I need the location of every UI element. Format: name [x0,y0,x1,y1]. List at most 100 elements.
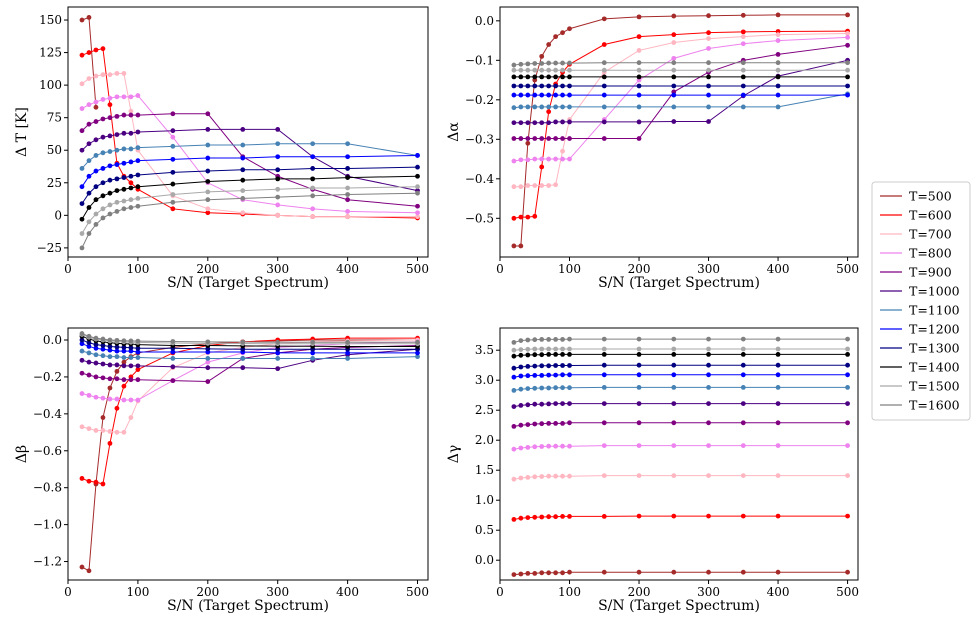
delta-gamma-point-1-8 [567,514,572,519]
delta-t-axes-frame [67,6,429,258]
delta-gamma-point-11-12 [706,336,711,342]
delta-t-point-6-9 [170,143,176,149]
delta-beta-point-8-6 [121,344,127,350]
delta-t-point-8-2 [93,184,99,190]
delta-gamma-xtick-label: 400 [767,585,790,599]
delta-gamma-point-8-13 [740,362,746,368]
delta-t-xtick-label: 500 [406,262,429,276]
delta-alpha-point-11-7 [560,60,565,66]
legend-entry-label: T=500 [909,189,952,204]
delta-beta-point-7-9 [170,349,176,355]
delta-alpha-point-3-12 [706,46,711,51]
delta-beta-point-0-3 [100,415,106,420]
delta-gamma-point-6-8 [567,385,572,391]
delta-t-point-10-3 [100,206,106,212]
delta-alpha-point-7-10 [636,92,642,98]
delta-t-ytick-label: 50 [47,143,62,157]
legend-entry-label: T=600 [909,208,952,223]
delta-alpha-point-8-5 [546,83,552,89]
delta-gamma-point-6-13 [740,385,746,390]
delta-gamma-point-11-1 [518,338,524,343]
delta-beta-point-5-10 [205,365,211,371]
delta-beta-series-line-10 [81,333,418,345]
delta-t-point-10-2 [93,211,99,217]
delta-t-point-9-8 [135,184,141,190]
delta-t-point-9-0 [79,216,85,222]
delta-alpha-point-9-12 [706,74,711,80]
delta-gamma-point-6-4 [539,385,545,391]
delta-beta-ytick-label: −1.0 [33,518,62,532]
delta-t-point-2-1 [86,76,92,82]
delta-gamma-series-line-1 [513,515,848,520]
delta-t-point-6-5 [114,147,120,153]
delta-gamma-point-11-13 [740,336,746,342]
delta-gamma-point-6-14 [775,385,781,390]
delta-t-point-7-4 [107,163,113,169]
delta-gamma-ytick-label: 1.5 [475,463,494,477]
delta-t-point-10-7 [128,197,134,203]
delta-alpha-point-5-5 [546,120,552,126]
delta-beta-ytick-label: −0.6 [33,444,62,458]
legend-entry-label: T=1100 [909,303,960,318]
delta-alpha-point-1-9 [601,42,607,47]
delta-gamma-point-3-7 [560,443,565,449]
delta-gamma-x-axis-label: S/N (Target Spectrum) [598,598,760,614]
delta-gamma-point-10-1 [518,347,524,352]
delta-beta-point-6-13 [310,356,316,361]
delta-gamma-point-9-8 [567,352,572,357]
delta-gamma-point-8-2 [525,364,531,369]
delta-beta-point-11-15 [415,339,420,345]
delta-t-point-8-7 [128,173,134,179]
delta-t-point-3-12 [275,202,281,208]
delta-t-series-line-7 [81,154,418,187]
delta-alpha-point-6-4 [539,104,545,110]
delta-t-point-10-9 [170,192,176,197]
delta-t-point-11-11 [240,196,246,201]
delta-alpha-point-10-3 [532,67,538,73]
delta-t-point-5-8 [135,129,141,135]
delta-alpha-point-7-3 [532,92,538,98]
delta-beta-point-4-0 [79,370,85,376]
delta-gamma-point-9-15 [845,352,850,357]
delta-alpha-point-7-8 [567,92,572,98]
delta-alpha-point-6-5 [546,104,552,110]
delta-t-point-8-11 [240,167,246,173]
delta-t-point-3-2 [93,99,99,105]
delta-beta-point-6-4 [107,354,113,360]
delta-t-point-11-5 [114,209,120,214]
delta-gamma-point-2-0 [511,476,517,482]
delta-beta-point-3-2 [93,394,99,400]
delta-t-ytick-label: 100 [39,78,62,92]
delta-gamma-series-line-10 [513,348,848,351]
delta-t-point-7-15 [415,153,420,158]
delta-alpha-point-6-9 [601,104,607,110]
delta-t-point-11-10 [205,197,211,203]
delta-t-point-5-12 [275,126,281,132]
delta-gamma-point-4-3 [532,421,538,427]
delta-t-point-8-4 [107,177,113,183]
delta-beta-point-6-1 [86,350,92,356]
delta-alpha-point-0-13 [740,12,746,18]
delta-gamma-point-3-13 [740,443,746,448]
delta-alpha-point-2-12 [706,36,711,41]
delta-t-point-8-6 [121,175,127,180]
delta-gamma-point-10-10 [636,346,642,352]
delta-gamma-point-11-6 [553,337,559,342]
delta-alpha-point-10-7 [560,67,565,73]
delta-beta-point-2-3 [100,428,106,433]
delta-beta-point-7-15 [415,350,420,356]
delta-alpha-point-10-12 [706,67,711,73]
delta-t-point-7-2 [93,168,99,174]
delta-alpha-point-3-11 [671,55,677,61]
delta-gamma-point-8-4 [539,363,545,369]
delta-gamma-point-6-1 [518,386,524,392]
delta-gamma-point-7-3 [532,373,538,378]
delta-alpha-point-6-7 [560,104,565,110]
delta-beta-series-group [79,331,420,574]
delta-beta-point-7-12 [275,350,281,356]
delta-gamma-point-6-5 [546,385,552,391]
delta-gamma-point-7-13 [740,372,746,378]
delta-beta-point-1-4 [107,440,113,446]
delta-alpha-point-8-10 [636,83,642,89]
delta-gamma-point-4-5 [546,421,552,426]
